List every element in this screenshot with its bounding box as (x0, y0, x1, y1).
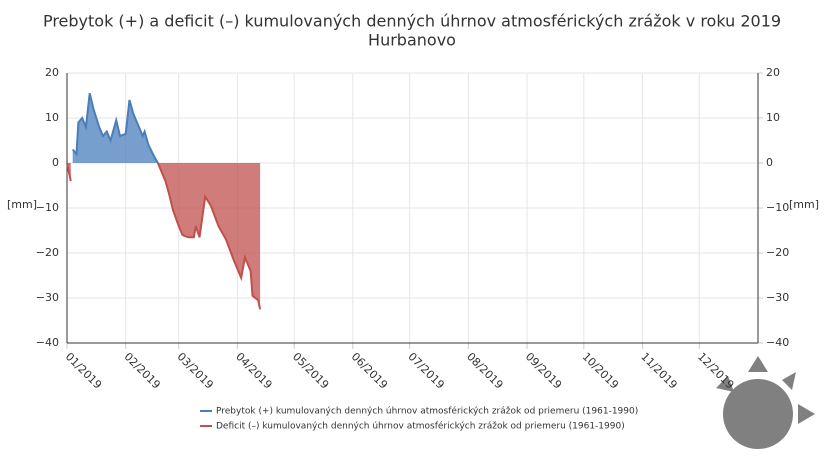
x-tick-label: 06/2019 (349, 350, 391, 392)
export-icon[interactable] (716, 356, 815, 449)
x-tick-label: 12/2019 (695, 350, 737, 392)
icon-ray[interactable] (798, 404, 815, 424)
y2-tick-label: −20 (766, 246, 789, 259)
y-tick-label: 20 (45, 66, 59, 79)
y2-tick-label: −40 (766, 336, 789, 349)
x-tick-label: 09/2019 (523, 350, 565, 392)
area-line (66, 162, 262, 310)
icon-ray[interactable] (782, 372, 796, 390)
y2-tick-label: −30 (766, 291, 789, 304)
y2-tick-label: 0 (766, 156, 773, 169)
y2-tick-label: 20 (766, 66, 780, 79)
legend-label: Prebytok (+) kumulovaných denných úhrnov… (216, 406, 638, 417)
legend-label: Deficit (–) kumulovaných denných úhrnov … (216, 421, 625, 432)
icon-ray[interactable] (748, 356, 768, 372)
icon-ray[interactable] (716, 376, 734, 392)
y-tick-label: −40 (36, 336, 59, 349)
x-tick-label: 10/2019 (580, 350, 622, 392)
y-tick-label: 0 (52, 156, 59, 169)
y-tick-label: −10 (36, 201, 59, 214)
y-tick-label: 10 (45, 111, 59, 124)
x-tick-label: 01/2019 (63, 350, 105, 392)
chart-subtitle: Hurbanovo (368, 31, 456, 50)
icon-circle[interactable] (723, 379, 793, 449)
x-tick-label: 02/2019 (121, 350, 163, 392)
x-tick-label: 04/2019 (233, 350, 275, 392)
x-tick-label: 08/2019 (464, 350, 506, 392)
y-axis-label: [mm] (7, 198, 37, 211)
y2-axis-label: [mm] (789, 198, 819, 211)
y2-tick-label: −10 (766, 201, 789, 214)
area-line (71, 93, 159, 164)
x-tick-label: 05/2019 (290, 350, 332, 392)
x-tick-label: 07/2019 (405, 350, 447, 392)
y-tick-label: −20 (36, 246, 59, 259)
chart-title: Prebytok (+) a deficit (–) kumulovaných … (43, 12, 781, 31)
y2-tick-label: 10 (766, 111, 780, 124)
x-tick-label: 11/2019 (638, 350, 680, 392)
y-tick-label: −30 (36, 291, 59, 304)
area-fill (67, 163, 261, 310)
x-tick-label: 03/2019 (174, 350, 216, 392)
area-fill (67, 93, 158, 163)
